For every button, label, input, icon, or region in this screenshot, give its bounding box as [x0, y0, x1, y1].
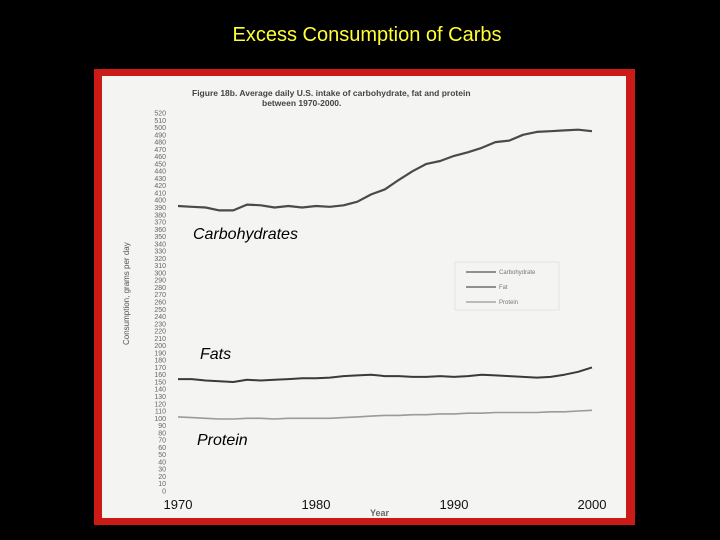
- y-tick-label: 310: [154, 263, 166, 270]
- figure-caption-line1: Figure 18b. Average daily U.S. intake of…: [192, 88, 471, 98]
- y-tick-label: 510: [154, 118, 166, 125]
- y-tick-label: 30: [158, 467, 166, 474]
- legend-label-carbohydrate: Carbohydrate: [499, 270, 536, 276]
- legend: Carbohydrate Fat Protein: [454, 261, 560, 311]
- fats-annotation: Fats: [200, 346, 231, 363]
- x-tick-label: 2000: [578, 497, 607, 512]
- y-tick-label: 340: [154, 241, 166, 248]
- y-tick-label: 430: [154, 176, 166, 183]
- y-tick-label: 280: [154, 285, 166, 292]
- slide-title: Excess Consumption of Carbs: [232, 24, 502, 46]
- y-tick-label: 400: [154, 198, 166, 205]
- y-tick-label: 390: [154, 205, 166, 212]
- y-tick-label: 190: [154, 350, 166, 357]
- carbohydrates-annotation: Carbohydrates: [193, 226, 298, 243]
- y-tick-label: 70: [158, 438, 166, 445]
- y-tick-label: 440: [154, 169, 166, 176]
- y-tick-label: 100: [154, 416, 166, 423]
- y-tick-label: 210: [154, 336, 166, 343]
- y-tick-label: 20: [158, 474, 166, 481]
- y-tick-label: 410: [154, 190, 166, 197]
- y-tick-label: 330: [154, 249, 166, 256]
- y-tick-label: 80: [158, 430, 166, 437]
- y-tick-label: 110: [155, 409, 166, 416]
- y-tick-label: 240: [154, 314, 166, 321]
- y-tick-label: 50: [158, 452, 166, 459]
- y-tick-label: 0: [162, 489, 166, 496]
- x-tick-label: 1970: [164, 497, 193, 512]
- y-tick-label: 320: [154, 256, 166, 263]
- y-tick-label: 300: [154, 270, 166, 277]
- y-tick-labels: 5205105004904804704604504404304204104003…: [154, 111, 166, 496]
- y-tick-label: 350: [154, 234, 166, 241]
- y-tick-label: 180: [154, 358, 166, 365]
- y-tick-label: 380: [154, 212, 166, 219]
- legend-label-fat: Fat: [499, 285, 508, 291]
- y-tick-label: 10: [158, 481, 166, 488]
- protein-annotation: Protein: [197, 432, 248, 449]
- y-tick-label: 260: [154, 300, 166, 307]
- figure-caption-line2: between 1970-2000.: [262, 98, 341, 108]
- series-line-protein: [177, 409, 593, 420]
- y-tick-label: 130: [154, 394, 166, 401]
- y-tick-label: 450: [154, 161, 166, 168]
- legend-label-protein: Protein: [499, 300, 518, 306]
- y-tick-label: 230: [154, 321, 166, 328]
- x-axis-label: Year: [370, 508, 390, 518]
- y-tick-label: 60: [158, 445, 166, 452]
- y-tick-label: 170: [154, 365, 166, 372]
- y-tick-label: 370: [154, 220, 166, 227]
- y-tick-label: 250: [154, 307, 166, 314]
- y-tick-label: 90: [158, 423, 166, 430]
- y-tick-label: 220: [154, 329, 166, 336]
- x-tick-label: 1990: [440, 497, 469, 512]
- series-line-carbohydrate: [177, 128, 593, 212]
- y-tick-label: 470: [154, 147, 166, 154]
- y-tick-label: 500: [154, 125, 166, 132]
- y-tick-label: 490: [154, 132, 166, 139]
- series-line-fat: [178, 366, 593, 383]
- y-tick-label: 290: [154, 278, 166, 285]
- x-tick-label: 1980: [302, 497, 331, 512]
- x-tick-labels: 1970 1980 1990 2000: [164, 497, 607, 512]
- y-tick-label: 270: [154, 292, 166, 299]
- y-tick-label: 460: [154, 154, 166, 161]
- y-tick-label: 150: [154, 379, 166, 386]
- y-tick-label: 520: [154, 111, 166, 118]
- y-tick-label: 360: [154, 227, 166, 234]
- y-tick-label: 420: [154, 183, 166, 190]
- y-tick-label: 160: [154, 372, 166, 379]
- y-tick-label: 140: [154, 387, 166, 394]
- y-axis-label: Consumption, grams per day: [122, 242, 131, 345]
- y-tick-label: 40: [158, 459, 166, 466]
- y-tick-label: 200: [154, 343, 166, 350]
- y-tick-label: 480: [154, 140, 166, 147]
- y-tick-label: 120: [154, 401, 166, 408]
- series-lines: [177, 128, 593, 420]
